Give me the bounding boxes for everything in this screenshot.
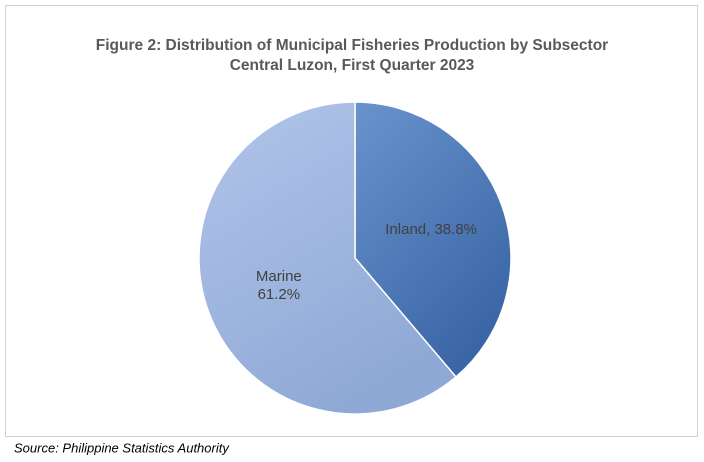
- data-label: Inland, 38.8%: [385, 221, 477, 238]
- pie-slice: [198, 101, 457, 415]
- source-note: Source: Philippine Statistics Authority: [14, 440, 230, 455]
- data-label: Marine 61.2%: [256, 268, 302, 303]
- chart-title: Figure 2: Distribution of Municipal Fish…: [96, 37, 608, 54]
- pie-slice: [354, 101, 512, 378]
- chart-subtitle: Central Luzon, First Quarter 2023: [230, 57, 475, 74]
